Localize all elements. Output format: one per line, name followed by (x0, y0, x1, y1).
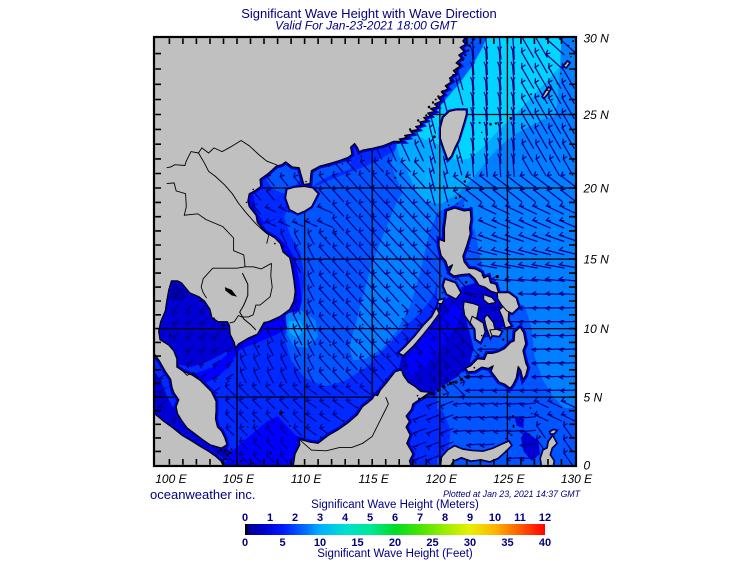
svg-text:15: 15 (351, 537, 363, 549)
svg-text:105 E: 105 E (223, 472, 255, 486)
svg-text:0: 0 (242, 512, 248, 524)
svg-text:oceanweather inc.: oceanweather inc. (150, 487, 256, 502)
svg-text:110 E: 110 E (291, 472, 322, 486)
svg-text:15 N: 15 N (584, 253, 610, 267)
svg-text:10: 10 (489, 512, 501, 524)
svg-text:Valid For Jan-23-2021 18:00 GM: Valid For Jan-23-2021 18:00 GMT (275, 19, 458, 33)
svg-text:130 E: 130 E (561, 472, 593, 486)
svg-text:1: 1 (267, 512, 273, 524)
svg-text:125 E: 125 E (493, 472, 525, 486)
svg-text:0: 0 (584, 459, 591, 473)
svg-text:9: 9 (467, 512, 473, 524)
svg-text:20 N: 20 N (583, 182, 610, 196)
svg-text:40: 40 (539, 537, 551, 549)
svg-text:5: 5 (367, 512, 373, 524)
svg-text:11: 11 (514, 512, 526, 524)
svg-text:3: 3 (317, 512, 323, 524)
svg-text:120 E: 120 E (426, 472, 458, 486)
svg-text:5: 5 (279, 537, 285, 549)
svg-text:Significant Wave Height (Meter: Significant Wave Height (Meters) (311, 499, 479, 511)
svg-text:7: 7 (417, 512, 423, 524)
svg-text:30 N: 30 N (584, 32, 610, 46)
svg-text:8: 8 (442, 512, 448, 524)
svg-text:5 N: 5 N (584, 391, 603, 405)
svg-text:2: 2 (292, 512, 298, 524)
svg-text:115 E: 115 E (358, 472, 389, 486)
svg-text:20: 20 (389, 537, 401, 549)
svg-text:10 N: 10 N (584, 322, 610, 336)
svg-text:Plotted at Jan 23, 2021 14:37: Plotted at Jan 23, 2021 14:37 GMT (443, 489, 581, 499)
svg-text:6: 6 (392, 512, 398, 524)
svg-text:4: 4 (342, 512, 349, 524)
svg-text:35: 35 (501, 537, 513, 549)
svg-text:Significant Wave Height with W: Significant Wave Height with Wave Direct… (241, 6, 497, 21)
svg-text:25: 25 (426, 537, 438, 549)
svg-text:Significant Wave Height (Feet): Significant Wave Height (Feet) (317, 548, 473, 560)
svg-text:25 N: 25 N (583, 108, 610, 122)
svg-text:0: 0 (242, 537, 248, 549)
svg-text:100 E: 100 E (155, 472, 187, 486)
svg-text:12: 12 (539, 512, 551, 524)
svg-text:10: 10 (314, 537, 326, 549)
svg-text:30: 30 (464, 537, 476, 549)
